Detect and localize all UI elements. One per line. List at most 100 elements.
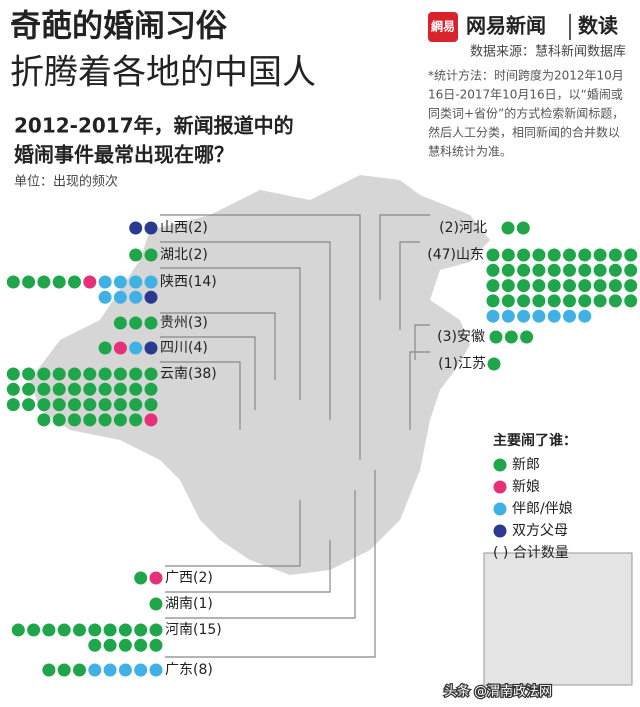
dot [563, 279, 576, 293]
dot [501, 221, 515, 235]
province-label: 陕西(14) [160, 274, 217, 290]
title-line1: 奇葩的婚闹习俗 [10, 9, 228, 45]
dot [57, 663, 71, 677]
province-label: (47)山东 [427, 247, 484, 263]
dot [27, 623, 41, 637]
dot [68, 367, 81, 381]
dot [578, 248, 592, 262]
legend-label: 新娘 [512, 479, 540, 495]
dot [113, 290, 127, 304]
dot [608, 263, 622, 277]
dot [37, 275, 51, 289]
province-label: 云南(38) [160, 366, 217, 382]
dot [37, 413, 51, 427]
dot [52, 398, 66, 412]
dot [144, 221, 158, 235]
dot [113, 413, 127, 427]
dot [532, 294, 546, 308]
dot [11, 623, 25, 637]
dot [504, 330, 518, 344]
dot [501, 263, 515, 277]
method-note: 慧科统计为准。 [428, 144, 512, 159]
dot [6, 382, 20, 396]
source: 数据来源：慧科新闻数据库 [470, 44, 626, 60]
dot [517, 279, 531, 293]
dot [103, 663, 117, 677]
dot [88, 623, 102, 637]
dot [118, 663, 132, 677]
dot [98, 367, 112, 381]
dot [593, 279, 607, 293]
dot [88, 638, 102, 652]
dot [624, 248, 638, 262]
dot [532, 309, 546, 323]
dot [608, 279, 622, 293]
dot [608, 294, 622, 308]
dot [6, 367, 20, 381]
dot [37, 367, 51, 381]
dot [22, 275, 36, 289]
dot [98, 413, 112, 427]
dot [22, 367, 36, 381]
dot [144, 316, 158, 330]
dot [532, 248, 546, 262]
legend-total-note: ( ) 合计数量 [493, 545, 569, 561]
legend-label: 伴郎/伴娘 [512, 501, 573, 517]
dot [547, 294, 561, 308]
dot [517, 309, 531, 323]
dot [73, 623, 86, 637]
legend-swatch [493, 524, 507, 538]
legend-title: 主要闹了谁： [493, 432, 577, 449]
dot [501, 309, 515, 323]
dot [144, 382, 158, 396]
dot [144, 290, 158, 304]
dot [129, 382, 143, 396]
dot [547, 248, 561, 262]
province-label: (1)江苏 [438, 356, 486, 372]
title-line2: 折腾着各地的中国人 [10, 53, 316, 93]
dot [487, 357, 501, 371]
dot [83, 413, 97, 427]
dot [98, 398, 112, 412]
dot [144, 413, 158, 427]
subtitle-line2: 婚闹事件最常出现在哪？ [14, 143, 234, 167]
dot [486, 309, 500, 323]
dot [118, 638, 132, 652]
dot [98, 341, 112, 355]
method-note: 然后人工分类，相同新闻的合并数以 [428, 125, 620, 140]
dot [593, 248, 607, 262]
legend-swatch [493, 458, 507, 472]
dot [134, 623, 148, 637]
dot [134, 571, 148, 585]
dot [578, 309, 592, 323]
dot [489, 330, 503, 344]
dot [118, 623, 132, 637]
unit: 单位：出现的频次 [14, 174, 118, 190]
dot [83, 367, 97, 381]
method-note: *统计方法：时间跨度为2012年10月 [428, 68, 624, 83]
dot [563, 309, 576, 323]
province-label: (2)河北 [439, 220, 487, 236]
logo-box [428, 12, 458, 42]
dot [83, 275, 97, 289]
dot [624, 294, 638, 308]
dot [98, 275, 112, 289]
province-label: 河南(15) [165, 622, 222, 638]
dot [532, 263, 546, 277]
dot [608, 248, 622, 262]
dot [113, 367, 127, 381]
dot [134, 663, 148, 677]
dot [68, 382, 81, 396]
province-label: 广东(8) [165, 662, 213, 678]
dot [57, 623, 71, 637]
dot [149, 638, 163, 652]
dot [144, 248, 158, 262]
brand: 网易新闻 [466, 14, 546, 38]
province-label: 广西(2) [165, 570, 213, 586]
dot [37, 382, 51, 396]
dot [501, 248, 515, 262]
dot [501, 279, 515, 293]
dot [22, 382, 36, 396]
dot [113, 275, 127, 289]
